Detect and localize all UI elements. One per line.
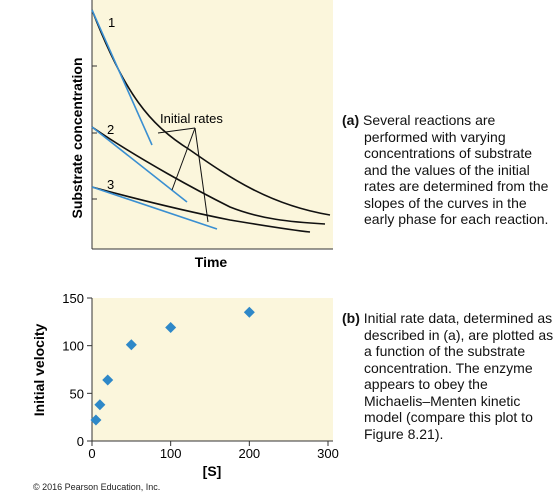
data-point [125, 339, 137, 351]
data-point [243, 306, 255, 318]
copyright-text: © 2016 Pearson Education, Inc. [33, 482, 161, 492]
annotation-initial-rates: Initial rates [160, 111, 223, 126]
caption-a-tag: (a) [342, 112, 360, 128]
y-tick-label: 100 [62, 339, 84, 354]
panel-b-x-label: [S] [203, 463, 222, 479]
caption-b: (b) Initial rate data, determined as des… [342, 310, 553, 442]
panel-a-background [92, 0, 333, 249]
x-tick-label: 0 [88, 446, 95, 461]
data-point [165, 322, 177, 334]
x-tick-label: 200 [238, 446, 260, 461]
tangent-1 [91, 9, 153, 146]
y-tick-label: 150 [62, 291, 84, 306]
curve-label-1: 1 [108, 15, 115, 30]
tangent-3 [91, 186, 218, 230]
annotation-pointer [157, 127, 196, 134]
curve-3 [91, 186, 311, 233]
caption-a: (a) Several reactions are performed with… [342, 112, 553, 228]
panel-b-y-label: Initial velocity [31, 323, 47, 416]
panel-a: Initial rates 1 2 3 Substrate concentrat… [69, 0, 333, 270]
tangent-2 [91, 126, 188, 203]
x-tick-label: 100 [160, 446, 182, 461]
curve-label-3: 3 [107, 177, 114, 192]
annotation-pointer [171, 127, 196, 191]
data-point [90, 414, 102, 426]
data-point [102, 374, 114, 386]
x-tick-label: 300 [317, 446, 339, 461]
caption-b-text: Initial rate data, determined as describ… [363, 310, 553, 442]
panel-a-y-label: Substrate concentration [69, 57, 85, 218]
panel-b-ticks: 0 100 200 300 0 50 100 150 [62, 291, 339, 461]
panel-a-x-label: Time [195, 254, 228, 270]
curve-2 [91, 126, 326, 225]
panel-b: 0 100 200 300 0 50 100 150 Initial velocity [S] [31, 291, 339, 479]
data-point [94, 399, 106, 411]
y-tick-label: 0 [77, 434, 84, 449]
panel-b-points [90, 306, 255, 426]
annotation-pointer [194, 127, 209, 223]
panel-b-background [92, 298, 333, 441]
curve-label-2: 2 [107, 122, 114, 137]
caption-a-text: Several reactions are performed with var… [363, 112, 549, 227]
y-tick-label: 50 [70, 386, 84, 401]
caption-b-tag: (b) [342, 310, 360, 326]
